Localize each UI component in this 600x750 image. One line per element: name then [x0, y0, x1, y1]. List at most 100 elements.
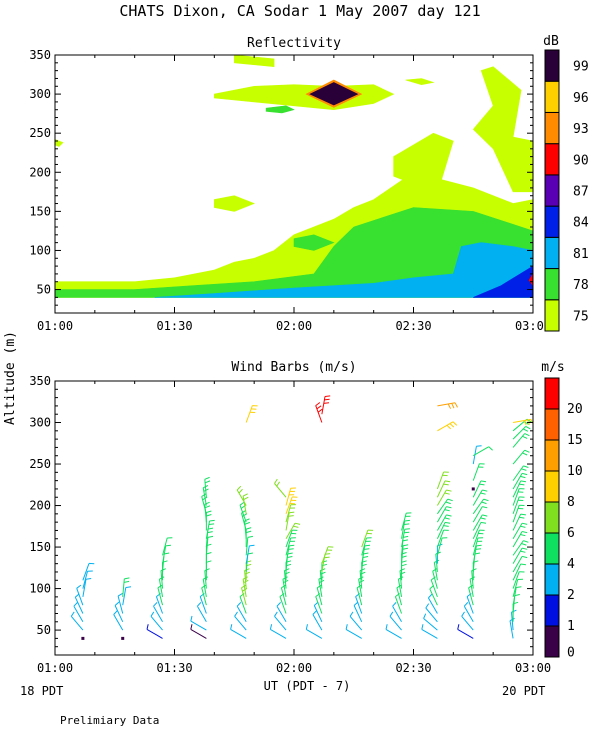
x-tick-label: 02:30 — [395, 661, 431, 675]
wind-barb — [361, 537, 372, 556]
wind-barb — [421, 624, 438, 639]
wind-barb — [436, 498, 453, 515]
wind-barb — [437, 402, 458, 409]
wind-colorbar-box-8 — [544, 470, 560, 503]
wind-barb — [349, 611, 363, 631]
reflectivity-colorbar: 75 78 81 84 87 90 93 96 99 — [544, 49, 589, 332]
wind-barb — [512, 540, 529, 556]
colorbar-box-93 — [544, 111, 560, 145]
colorbar-box-90 — [544, 143, 560, 176]
wind-barb — [392, 602, 402, 623]
colorbar-box-84 — [544, 205, 560, 238]
y-tick-label: 100 — [29, 582, 51, 596]
x-tick-label: 03:00 — [515, 319, 551, 333]
wind-barb — [345, 624, 362, 639]
wind-barb — [245, 405, 258, 423]
wind-barb — [276, 602, 287, 623]
reflectivity-contour-75 — [234, 55, 275, 68]
wind-barb — [401, 544, 409, 564]
wind-barb — [204, 476, 211, 498]
wind-title: Wind Barbs (m/s) — [231, 360, 356, 375]
wind-barb — [436, 471, 449, 490]
colorbar-label-87: 87 — [573, 185, 589, 200]
wind-barb — [274, 478, 287, 498]
wind-barb — [157, 584, 164, 606]
wind-barb — [472, 489, 488, 506]
wind-barb — [511, 609, 517, 631]
wind-barb — [472, 514, 488, 531]
y-tick-label: 200 — [29, 165, 51, 179]
wind-barb — [512, 586, 522, 606]
y-tick-label: 200 — [29, 499, 51, 513]
reflectivity-colorbar-label: dB — [543, 34, 559, 49]
wind-barb — [512, 465, 529, 481]
wind-barb — [512, 563, 526, 581]
colorbar-label-93: 93 — [573, 122, 589, 137]
wind-barb — [285, 537, 296, 556]
wind-barb — [401, 519, 410, 539]
wind-barb — [245, 535, 253, 556]
reflectivity-contour-78 — [55, 207, 533, 298]
wind-colorbar-label: 20 — [567, 402, 583, 417]
wind-barb — [76, 584, 84, 606]
wind-barb — [236, 602, 247, 623]
y-tick-label: 300 — [29, 87, 51, 101]
wind-barb — [117, 592, 124, 614]
wind-barb — [113, 610, 124, 631]
colorbar-box-81 — [544, 236, 560, 270]
wind-barb — [114, 601, 124, 622]
x-tick-label: 02:00 — [276, 319, 312, 333]
wind-barb — [472, 537, 484, 556]
wind-barb — [436, 529, 449, 548]
wind-barb — [204, 568, 210, 589]
wind-barb — [150, 611, 163, 631]
wind-barb — [356, 584, 363, 606]
wind-plot-area — [70, 395, 533, 640]
x-tick-label: 02:00 — [276, 661, 312, 675]
wind-barb — [512, 571, 525, 589]
reflectivity-axes: 01:00 01:30 02:00 02:30 03:00 50 100 150 200 250 3… — [29, 48, 551, 333]
wind-colorbar-label: 6 — [567, 526, 575, 541]
calm-marker — [121, 636, 125, 640]
wind-barb — [312, 610, 323, 631]
wind-barb — [436, 537, 448, 556]
wind-barb — [512, 449, 530, 465]
wind-barb — [512, 496, 525, 515]
x-tick-label: 03:00 — [515, 661, 551, 675]
reflectivity-contour-78 — [293, 234, 335, 251]
wind-colorbar-label: 1 — [567, 619, 575, 634]
footer-note: Prelimiary Data — [60, 714, 159, 727]
reflectivity-plot-area — [55, 55, 533, 298]
wind-barb — [512, 480, 526, 498]
wind-barb — [472, 446, 493, 457]
wind-barb — [361, 529, 374, 548]
wind-barb — [389, 611, 402, 631]
calm-marker — [81, 636, 85, 640]
wind-barb — [432, 567, 438, 589]
wind-barb — [160, 568, 166, 589]
y-tick-label: 50 — [37, 623, 51, 637]
wind-barb — [82, 570, 93, 589]
wind-colorbar-label: 4 — [567, 557, 575, 572]
figure-title: CHATS Dixon, CA Sodar 1 May 2007 day 121 — [119, 2, 480, 20]
y-tick-label: 150 — [29, 204, 51, 218]
wind-barb — [82, 578, 92, 597]
wind-barb — [82, 562, 95, 581]
wind-barb — [190, 615, 207, 631]
colorbar-box-99 — [544, 49, 560, 82]
calm-marker — [471, 487, 475, 491]
wind-barb — [512, 578, 524, 598]
wind-barb — [512, 531, 528, 548]
wind-barb — [472, 521, 487, 539]
wind-barb — [385, 624, 402, 639]
reflectivity-contour-75 — [214, 195, 256, 212]
wind-barb — [457, 624, 474, 639]
x-tick-label: 02:30 — [395, 319, 431, 333]
wind-colorbar-label: 2 — [567, 588, 575, 603]
wind-barb — [512, 488, 525, 506]
wind-barb — [162, 544, 171, 564]
wind-barb — [471, 568, 477, 589]
wind-colorbar-box-20 — [544, 377, 560, 410]
wind-barb — [512, 513, 526, 531]
wind-barb — [285, 522, 301, 540]
